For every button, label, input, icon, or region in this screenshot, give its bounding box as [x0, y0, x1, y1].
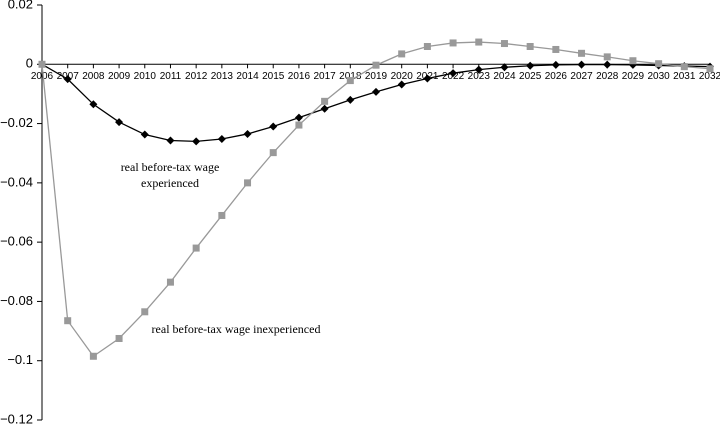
marker	[346, 95, 355, 104]
marker	[372, 87, 380, 96]
marker	[295, 121, 303, 129]
marker	[449, 39, 457, 47]
marker	[346, 77, 354, 85]
marker	[500, 40, 508, 48]
marker	[89, 352, 97, 360]
marker	[423, 74, 432, 83]
annotation: experienced	[141, 176, 199, 190]
y-tick-label: 0.02	[8, 0, 33, 11]
marker	[655, 60, 663, 68]
annotation: real before-tax wage	[121, 160, 220, 174]
y-tick-label: −0.04	[0, 174, 33, 189]
x-tick-label: 2027	[570, 71, 593, 82]
marker	[629, 57, 637, 65]
marker	[320, 104, 329, 113]
y-tick-label: 0	[26, 56, 33, 71]
x-tick-label: 2015	[262, 71, 285, 82]
x-tick-label: 2014	[236, 71, 259, 82]
marker	[603, 60, 612, 69]
x-tick-label: 2028	[596, 71, 619, 82]
marker	[526, 61, 535, 70]
marker	[578, 49, 586, 57]
x-tick-label: 2010	[134, 71, 157, 82]
x-tick-label: 2009	[108, 71, 131, 82]
marker	[294, 113, 303, 122]
x-tick-label: 2026	[545, 71, 568, 82]
x-tick-label: 2031	[673, 71, 696, 82]
marker	[397, 80, 406, 89]
marker	[141, 308, 149, 316]
marker	[166, 278, 174, 286]
marker	[217, 134, 226, 143]
x-tick-label: 2032	[699, 71, 720, 82]
x-tick-label: 2029	[622, 71, 645, 82]
y-tick-label: −0.02	[0, 115, 33, 130]
x-tick-label: 2008	[82, 71, 105, 82]
x-tick-label: 2017	[313, 71, 336, 82]
marker	[269, 122, 278, 131]
marker	[449, 69, 458, 78]
marker	[680, 63, 688, 71]
annotation: real before-tax wage inexperienced	[152, 322, 321, 336]
marker	[603, 53, 611, 61]
x-tick-label: 2030	[647, 71, 670, 82]
x-tick-label: 2023	[468, 71, 491, 82]
marker	[474, 65, 483, 74]
marker	[218, 211, 226, 219]
marker	[269, 149, 277, 157]
marker	[166, 136, 175, 145]
x-tick-label: 2011	[160, 71, 182, 82]
x-tick-label: 2012	[185, 71, 208, 82]
marker	[192, 137, 201, 146]
marker	[140, 130, 149, 139]
x-tick-label: 2018	[339, 71, 362, 82]
x-tick-label: 2006	[31, 71, 54, 82]
marker	[577, 60, 586, 69]
x-tick-label: 2025	[519, 71, 542, 82]
y-tick-label: −0.1	[7, 352, 33, 367]
x-tick-label: 2019	[365, 71, 388, 82]
marker	[552, 45, 560, 53]
marker	[398, 50, 406, 58]
x-tick-label: 2016	[288, 71, 311, 82]
marker	[423, 43, 431, 50]
marker	[64, 317, 72, 325]
marker	[706, 65, 714, 73]
marker	[500, 63, 509, 72]
marker	[321, 97, 329, 105]
y-tick-label: −0.06	[0, 234, 33, 249]
marker	[38, 60, 46, 68]
x-tick-label: 2020	[391, 71, 414, 82]
marker	[244, 179, 252, 187]
marker	[89, 100, 98, 109]
marker	[243, 129, 252, 138]
marker	[475, 38, 483, 46]
y-tick-label: −0.12	[0, 411, 33, 425]
marker	[115, 334, 123, 342]
marker	[551, 60, 560, 69]
marker	[192, 244, 200, 252]
y-tick-label: −0.08	[0, 293, 33, 308]
marker	[63, 75, 72, 84]
x-tick-label: 2013	[211, 71, 234, 82]
marker	[526, 43, 534, 50]
x-tick-label: 2024	[493, 71, 516, 82]
marker	[115, 118, 124, 127]
marker	[372, 61, 380, 69]
